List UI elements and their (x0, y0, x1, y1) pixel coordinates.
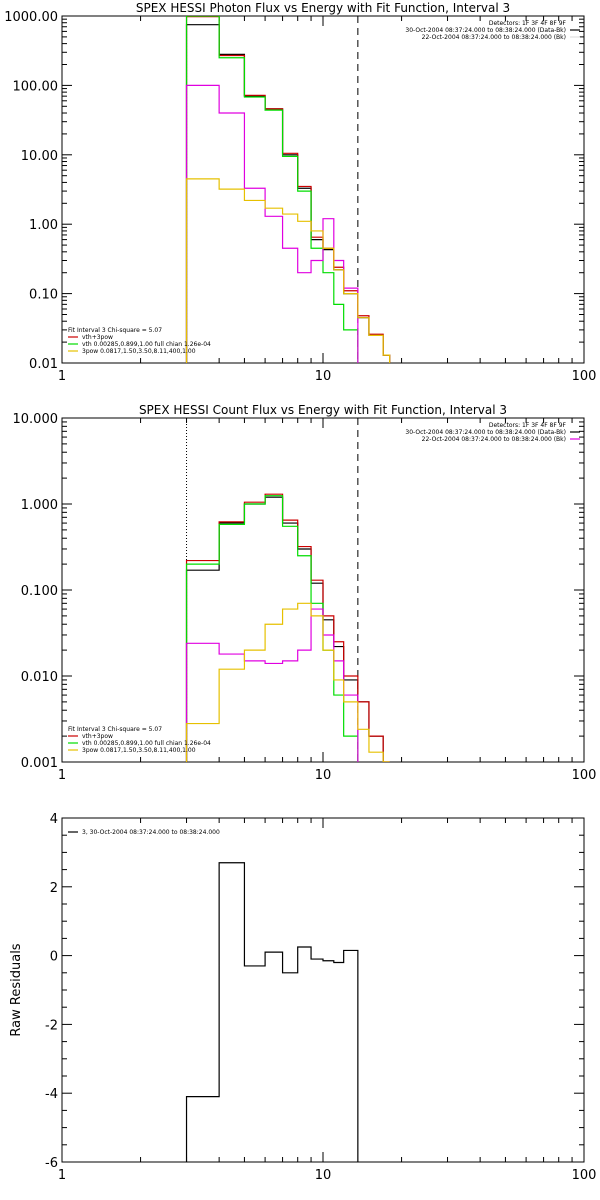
y-tick-label: 2 (50, 881, 58, 896)
series-line-4 (185, 608, 359, 762)
series-line-1 (185, 24, 391, 363)
x-tick-label: 10 (315, 369, 332, 384)
series-group (185, 862, 359, 1162)
fit-legend-line-2: vth+3pow (82, 733, 113, 740)
header-line-3: 22-Oct-2004 08:37:24.000 to 08:38:24.000… (422, 436, 566, 443)
chart-panel-2: SPEX HESSI Count Flux vs Energy with Fit… (13, 403, 597, 783)
x-tick-label: 100 (572, 369, 597, 384)
series-line-3 (185, 16, 359, 363)
x-tick-label: 1 (58, 369, 66, 384)
chart-title: SPEX HESSI Count Flux vs Energy with Fit… (139, 403, 507, 417)
series-line-2 (185, 16, 391, 363)
header-line-2: 30-Oct-2004 08:37:24.000 to 08:38:24.000… (405, 27, 566, 34)
y-tick-label: 1.000 (21, 498, 58, 513)
x-tick-label: 100 (572, 768, 597, 783)
legend-label: 3, 30-Oct-2004 08:37:24.000 to 08:38:24.… (82, 829, 220, 836)
y-tick-label: 10.00 (21, 149, 58, 164)
y-tick-label: -4 (45, 1087, 58, 1102)
chart-panel-3: Raw Residuals 1 10 100 -6 -4 -2 0 2 4 3, 30-Oct-20… (9, 812, 596, 1183)
y-axis: 0.01 0.10 1.00 10.00 100.00 1000.00 (4, 10, 584, 372)
fit-legend-line-1: Fit Interval 3 Chi-square = 5.07 (68, 726, 162, 733)
x-tick-label: 10 (315, 768, 332, 783)
series-line-5 (185, 178, 391, 363)
y-axis: 0.001 0.010 0.100 1.000 10.000 (13, 412, 584, 771)
series-line-2 (185, 493, 390, 762)
x-tick-label: 1 (58, 1168, 66, 1183)
series-line-1 (185, 496, 390, 762)
series-line-5 (185, 602, 390, 762)
chart-title: SPEX HESSI Photon Flux vs Energy with Fi… (136, 1, 510, 15)
series-group (185, 493, 390, 762)
fit-legend-line-4: 3pow 0.0817,1.50,3.50,8.11,400,1.00 (82, 348, 196, 355)
chart-panel-1: SPEX HESSI Photon Flux vs Energy with Fi… (4, 1, 596, 384)
y-tick-label: 0.001 (21, 756, 58, 771)
y-tick-label: -2 (45, 1018, 58, 1033)
x-axis: 1 10 100 (58, 418, 597, 783)
y-tick-label: -6 (45, 1156, 58, 1171)
fit-legend-line-3: vth 0.00285,0.899,1.00 full chian 1.26e-… (82, 740, 211, 747)
header-line-1: Detectors: 1F 3F 4F 8F 9F (489, 20, 567, 27)
header-line-3: 22-Oct-2004 08:37:24.000 to 08:38:24.000… (422, 34, 566, 41)
y-tick-label: 100.00 (13, 79, 59, 94)
series-line-4 (185, 84, 359, 363)
header-line-2: 30-Oct-2004 08:37:24.000 to 08:38:24.000… (405, 429, 566, 436)
fit-legend-line-4: 3pow 0.0817,1.50,3.50,8.11,400,1.00 (82, 747, 196, 754)
plot-frame (61, 15, 585, 364)
y-tick-label: 0.01 (29, 357, 58, 372)
y-axis-label: Raw Residuals (9, 943, 24, 1036)
y-tick-label: 0.10 (29, 288, 58, 303)
y-tick-label: 0 (50, 950, 58, 965)
header-line-1: Detectors: 1F 3F 4F 8F 9F (489, 422, 567, 429)
y-tick-label: 1000.00 (4, 10, 58, 25)
y-tick-label: 0.100 (21, 584, 58, 599)
y-tick-label: 10.000 (13, 412, 59, 427)
x-axis: 1 10 100 (58, 818, 597, 1183)
x-tick-label: 1 (58, 768, 66, 783)
fit-legend-line-1: Fit Interval 3 Chi-square = 5.07 (68, 327, 162, 334)
y-tick-label: 1.00 (29, 218, 58, 233)
y-axis: -6 -4 -2 0 2 4 (45, 812, 584, 1171)
series-line-1 (185, 862, 359, 1162)
series-line-3 (185, 495, 359, 762)
plot-frame (61, 817, 585, 1163)
y-tick-label: 0.010 (21, 670, 58, 685)
fit-legend-line-2: vth+3pow (82, 334, 113, 341)
series-group (185, 16, 391, 363)
y-tick-label: 4 (50, 812, 58, 827)
x-tick-label: 100 (572, 1168, 597, 1183)
x-tick-label: 10 (315, 1168, 332, 1183)
fit-legend-line-3: vth 0.00285,0.899,1.00 full chian 1.26e-… (82, 341, 211, 348)
